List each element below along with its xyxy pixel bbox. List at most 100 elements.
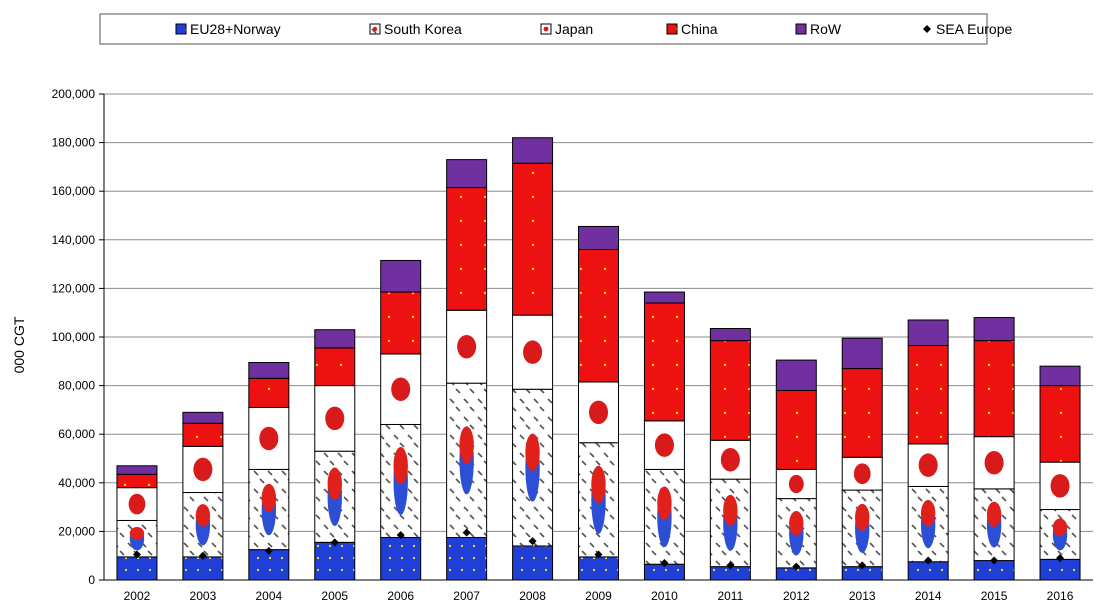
bar-china-2013 [841, 368, 883, 458]
bar-stack-2002 [116, 465, 158, 581]
bar-row-2010 [643, 291, 685, 304]
bar-row-2009 [578, 225, 619, 251]
marker-sea-europe-2003 [198, 551, 207, 560]
korea-disc-red-2002 [129, 527, 145, 540]
bar-eu28-norway-2006 [380, 536, 422, 581]
legend-label-south-korea: South Korea [384, 21, 462, 37]
bar-eu28-norway-2003 [182, 556, 224, 581]
marker-sea-europe-2009 [594, 550, 603, 559]
y-tick-label: 20,000 [58, 524, 95, 538]
japan-disc-2004 [259, 426, 279, 451]
legend-label-eu28-norway: EU28+Norway [190, 21, 281, 37]
legend-item-eu28-norway: EU28+Norway [175, 21, 281, 37]
japan-disc-2013 [853, 463, 871, 485]
x-tick-label: 2016 [1047, 589, 1074, 603]
bar-stack-2013 [841, 337, 883, 581]
bar-row-2003 [182, 411, 224, 424]
korea-disc-red-2008 [525, 433, 540, 472]
bar-stack-2004 [248, 362, 290, 581]
bar-stack-2012 [775, 359, 817, 581]
korea-disc-red-2006 [393, 446, 408, 485]
x-tick-label: 2009 [585, 589, 612, 603]
marker-sea-europe-2013 [858, 561, 867, 570]
bar-stack-2007 [446, 159, 488, 581]
japan-disc-2006 [391, 377, 411, 402]
bar-china-2011 [709, 340, 751, 441]
korea-disc-red-2015 [986, 501, 1002, 528]
korea-disc-red-2011 [723, 494, 738, 526]
korea-disc-red-2003 [195, 504, 211, 527]
x-tick-label: 2004 [255, 589, 282, 603]
marker-sea-europe-2016 [1056, 554, 1065, 563]
bar-row-2014 [907, 319, 949, 347]
korea-disc-red-2012 [789, 511, 804, 536]
y-axis-label: 000 CGT [11, 316, 27, 373]
x-tick-label: 2008 [519, 589, 546, 603]
bar-china-2007 [446, 187, 488, 311]
marker-sea-europe-2006 [396, 531, 405, 540]
y-tick-label: 60,000 [58, 427, 95, 441]
legend-swatch-detail [543, 26, 549, 32]
x-tick-label: 2012 [783, 589, 810, 603]
y-tick-label: 180,000 [52, 136, 96, 150]
x-tick-label: 2014 [915, 589, 942, 603]
x-tick-label: 2015 [981, 589, 1008, 603]
x-tick-label: 2010 [651, 589, 678, 603]
bar-row-2016 [1039, 365, 1081, 387]
bar-row-2012 [775, 359, 817, 391]
x-tick-label: 2003 [190, 589, 217, 603]
legend-item-japan: Japan [540, 21, 593, 37]
japan-disc-2003 [193, 457, 213, 482]
bar-japan-2004 [248, 406, 290, 470]
marker-sea-europe-2012 [792, 562, 801, 571]
marker-sea-europe-2007 [462, 528, 471, 537]
japan-disc-2014 [918, 453, 938, 477]
bar-row-2002 [116, 465, 158, 475]
bar-china-2003 [182, 422, 224, 447]
legend-swatch-row [795, 23, 807, 35]
bar-china-2006 [380, 291, 422, 355]
bar-south-korea-2008 [512, 388, 554, 547]
bar-stack-2005 [314, 329, 356, 581]
x-tick-label: 2007 [453, 589, 480, 603]
bar-china-2016 [1039, 385, 1081, 463]
korea-disc-red-2014 [920, 500, 936, 527]
legend-item-row: RoW [795, 21, 842, 37]
bar-eu28-norway-2007 [446, 536, 488, 581]
marker-sea-europe-2008 [528, 537, 537, 546]
korea-disc-red-2005 [327, 467, 342, 500]
japan-disc-2009 [588, 400, 609, 425]
y-axis-ticks: 0 20,000 40,000 60,000 80,000 100,000 120,000 1… [52, 87, 104, 587]
x-tick-label: 2011 [717, 589, 743, 603]
bar-eu28-norway-2009 [578, 556, 619, 581]
bar-china-2015 [973, 340, 1015, 438]
japan-disc-2016 [1050, 474, 1070, 498]
bar-stack-2008 [512, 137, 554, 581]
y-tick-label: 200,000 [52, 87, 96, 101]
legend-item-south-korea: South Korea [369, 21, 462, 37]
x-tick-label: 2006 [387, 589, 414, 603]
legend-swatch-china [666, 23, 678, 35]
marker-sea-europe-2005 [330, 538, 339, 547]
bar-row-2005 [314, 329, 356, 349]
x-axis-ticks: 2002 2003 2004 2005 2006 2007 2008 2009 2010 2011… [124, 589, 1074, 603]
japan-disc-2002 [128, 493, 146, 515]
marker-sea-europe-2010 [660, 558, 669, 567]
japan-disc-2012 [788, 474, 804, 494]
bar-row-2013 [841, 337, 883, 370]
bar-china-2005 [314, 347, 356, 387]
legend: EU28+Norway South Korea Japan China RoW SEA E… [99, 13, 1012, 45]
x-tick-label: 2005 [321, 589, 348, 603]
bar-stack-2006 [380, 259, 422, 581]
bar-stack-2014 [907, 319, 949, 581]
bar-stack-2010 [643, 291, 685, 581]
bar-row-2008 [512, 137, 554, 164]
y-tick-label: 140,000 [52, 233, 96, 247]
japan-disc-2015 [984, 450, 1004, 475]
japan-disc-2008 [523, 340, 543, 364]
legend-swatch-detail [372, 26, 378, 32]
bar-eu28-norway-2002 [116, 556, 158, 581]
legend-label-japan: Japan [555, 21, 593, 37]
bar-stack-2009 [578, 225, 619, 581]
